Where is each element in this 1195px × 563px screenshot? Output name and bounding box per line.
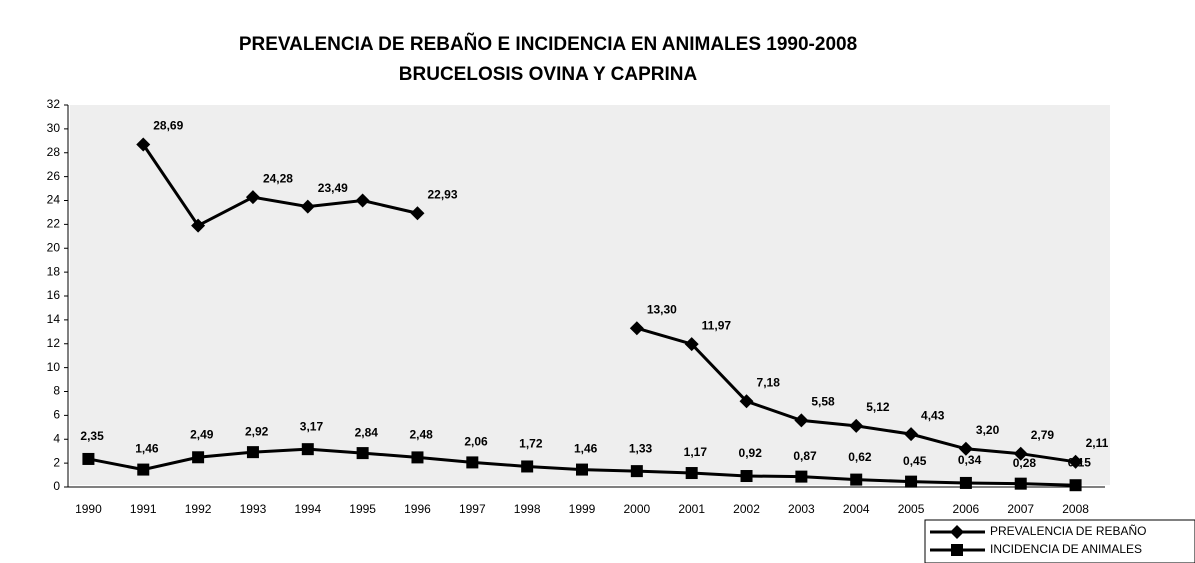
point: [850, 474, 862, 486]
y-tick-label: 22: [47, 217, 61, 231]
data-label: 1,46: [135, 442, 159, 456]
point: [137, 464, 149, 476]
data-label: 28,69: [153, 119, 183, 133]
data-label: 0,34: [958, 453, 982, 467]
x-tick-label: 1997: [459, 502, 486, 516]
point: [686, 467, 698, 479]
x-tick-label: 1990: [75, 502, 102, 516]
chart-title: PREVALENCIA DE REBAÑO E INCIDENCIA EN AN…: [239, 33, 857, 55]
point: [631, 465, 643, 477]
data-label: 5,12: [866, 400, 890, 414]
y-tick-label: 30: [47, 121, 61, 135]
x-tick-label: 2004: [843, 502, 870, 516]
y-tick-label: 28: [47, 145, 61, 159]
point: [247, 446, 259, 458]
y-tick-label: 12: [47, 336, 61, 350]
y-tick-label: 8: [53, 384, 60, 398]
x-tick-label: 1993: [240, 502, 267, 516]
point: [576, 464, 588, 476]
y-tick-label: 0: [53, 479, 60, 493]
x-tick-label: 2006: [953, 502, 980, 516]
point: [357, 447, 369, 459]
data-label: 2,49: [190, 427, 214, 441]
y-tick-label: 2: [53, 455, 60, 469]
data-label: 23,49: [318, 181, 348, 195]
point: [951, 544, 963, 556]
x-tick-label: 2002: [733, 502, 760, 516]
data-label: 0,92: [739, 446, 763, 460]
x-tick-label: 2001: [678, 502, 705, 516]
data-label: 2,92: [245, 424, 269, 438]
point: [741, 470, 753, 482]
data-label: 22,93: [427, 187, 457, 201]
point: [411, 451, 423, 463]
x-tick-label: 1994: [294, 502, 321, 516]
data-label: 0,15: [1068, 455, 1092, 469]
x-tick-label: 2000: [623, 502, 650, 516]
x-tick-label: 1998: [514, 502, 541, 516]
y-tick-label: 24: [47, 193, 61, 207]
x-tick-label: 1991: [130, 502, 157, 516]
point: [1015, 478, 1027, 490]
x-tick-label: 2008: [1062, 502, 1089, 516]
data-label: 3,17: [300, 419, 324, 433]
x-tick-label: 1995: [349, 502, 376, 516]
data-label: 2,79: [1031, 428, 1055, 442]
data-label: 5,58: [811, 395, 835, 409]
y-tick-label: 20: [47, 240, 61, 254]
point: [1070, 479, 1082, 491]
data-label: 24,28: [263, 171, 293, 185]
point: [302, 443, 314, 455]
point: [521, 460, 533, 472]
data-label: 0,87: [793, 449, 817, 463]
x-tick-label: 2003: [788, 502, 815, 516]
point: [905, 476, 917, 488]
point: [192, 451, 204, 463]
data-label: 7,18: [757, 375, 781, 389]
data-label: 1,33: [629, 441, 653, 455]
legend-label: INCIDENCIA DE ANIMALES: [990, 542, 1142, 556]
x-tick-label: 1996: [404, 502, 431, 516]
data-label: 2,48: [409, 428, 433, 442]
data-label: 0,28: [1013, 456, 1037, 470]
chart-subtitle: BRUCELOSIS OVINA Y CAPRINA: [399, 64, 698, 85]
point: [960, 477, 972, 489]
y-tick-label: 10: [47, 360, 61, 374]
data-label: 4,43: [921, 408, 945, 422]
x-tick-label: 2005: [898, 502, 925, 516]
data-label: 0,45: [903, 454, 927, 468]
y-tick-label: 14: [47, 312, 61, 326]
data-label: 1,72: [519, 437, 543, 451]
y-tick-label: 32: [47, 97, 61, 111]
x-tick-label: 1992: [185, 502, 212, 516]
point: [795, 471, 807, 483]
point: [466, 456, 478, 468]
data-label: 2,11: [1086, 436, 1109, 450]
y-tick-label: 6: [53, 408, 60, 422]
y-tick-label: 18: [47, 264, 61, 278]
data-label: 2,35: [80, 429, 104, 443]
data-label: 2,06: [464, 435, 488, 449]
data-label: 11,97: [702, 318, 732, 332]
y-tick-label: 4: [53, 431, 60, 445]
x-tick-label: 1999: [569, 502, 596, 516]
point: [82, 453, 94, 465]
y-tick-label: 26: [47, 169, 61, 183]
data-label: 3,20: [976, 423, 1000, 437]
chart: PREVALENCIA DE REBAÑO E INCIDENCIA EN AN…: [0, 0, 1195, 563]
page: PREVALENCIA DE REBAÑO E INCIDENCIA EN AN…: [0, 0, 1195, 563]
data-label: 0,62: [848, 450, 872, 464]
data-label: 1,46: [574, 442, 598, 456]
legend-label: PREVALENCIA DE REBAÑO: [990, 524, 1147, 538]
y-tick-label: 16: [47, 288, 61, 302]
x-tick-label: 2007: [1007, 502, 1034, 516]
plot-background: [70, 105, 1110, 485]
data-label: 2,84: [355, 425, 379, 439]
data-label: 1,17: [684, 445, 708, 459]
data-label: 13,30: [647, 302, 677, 316]
